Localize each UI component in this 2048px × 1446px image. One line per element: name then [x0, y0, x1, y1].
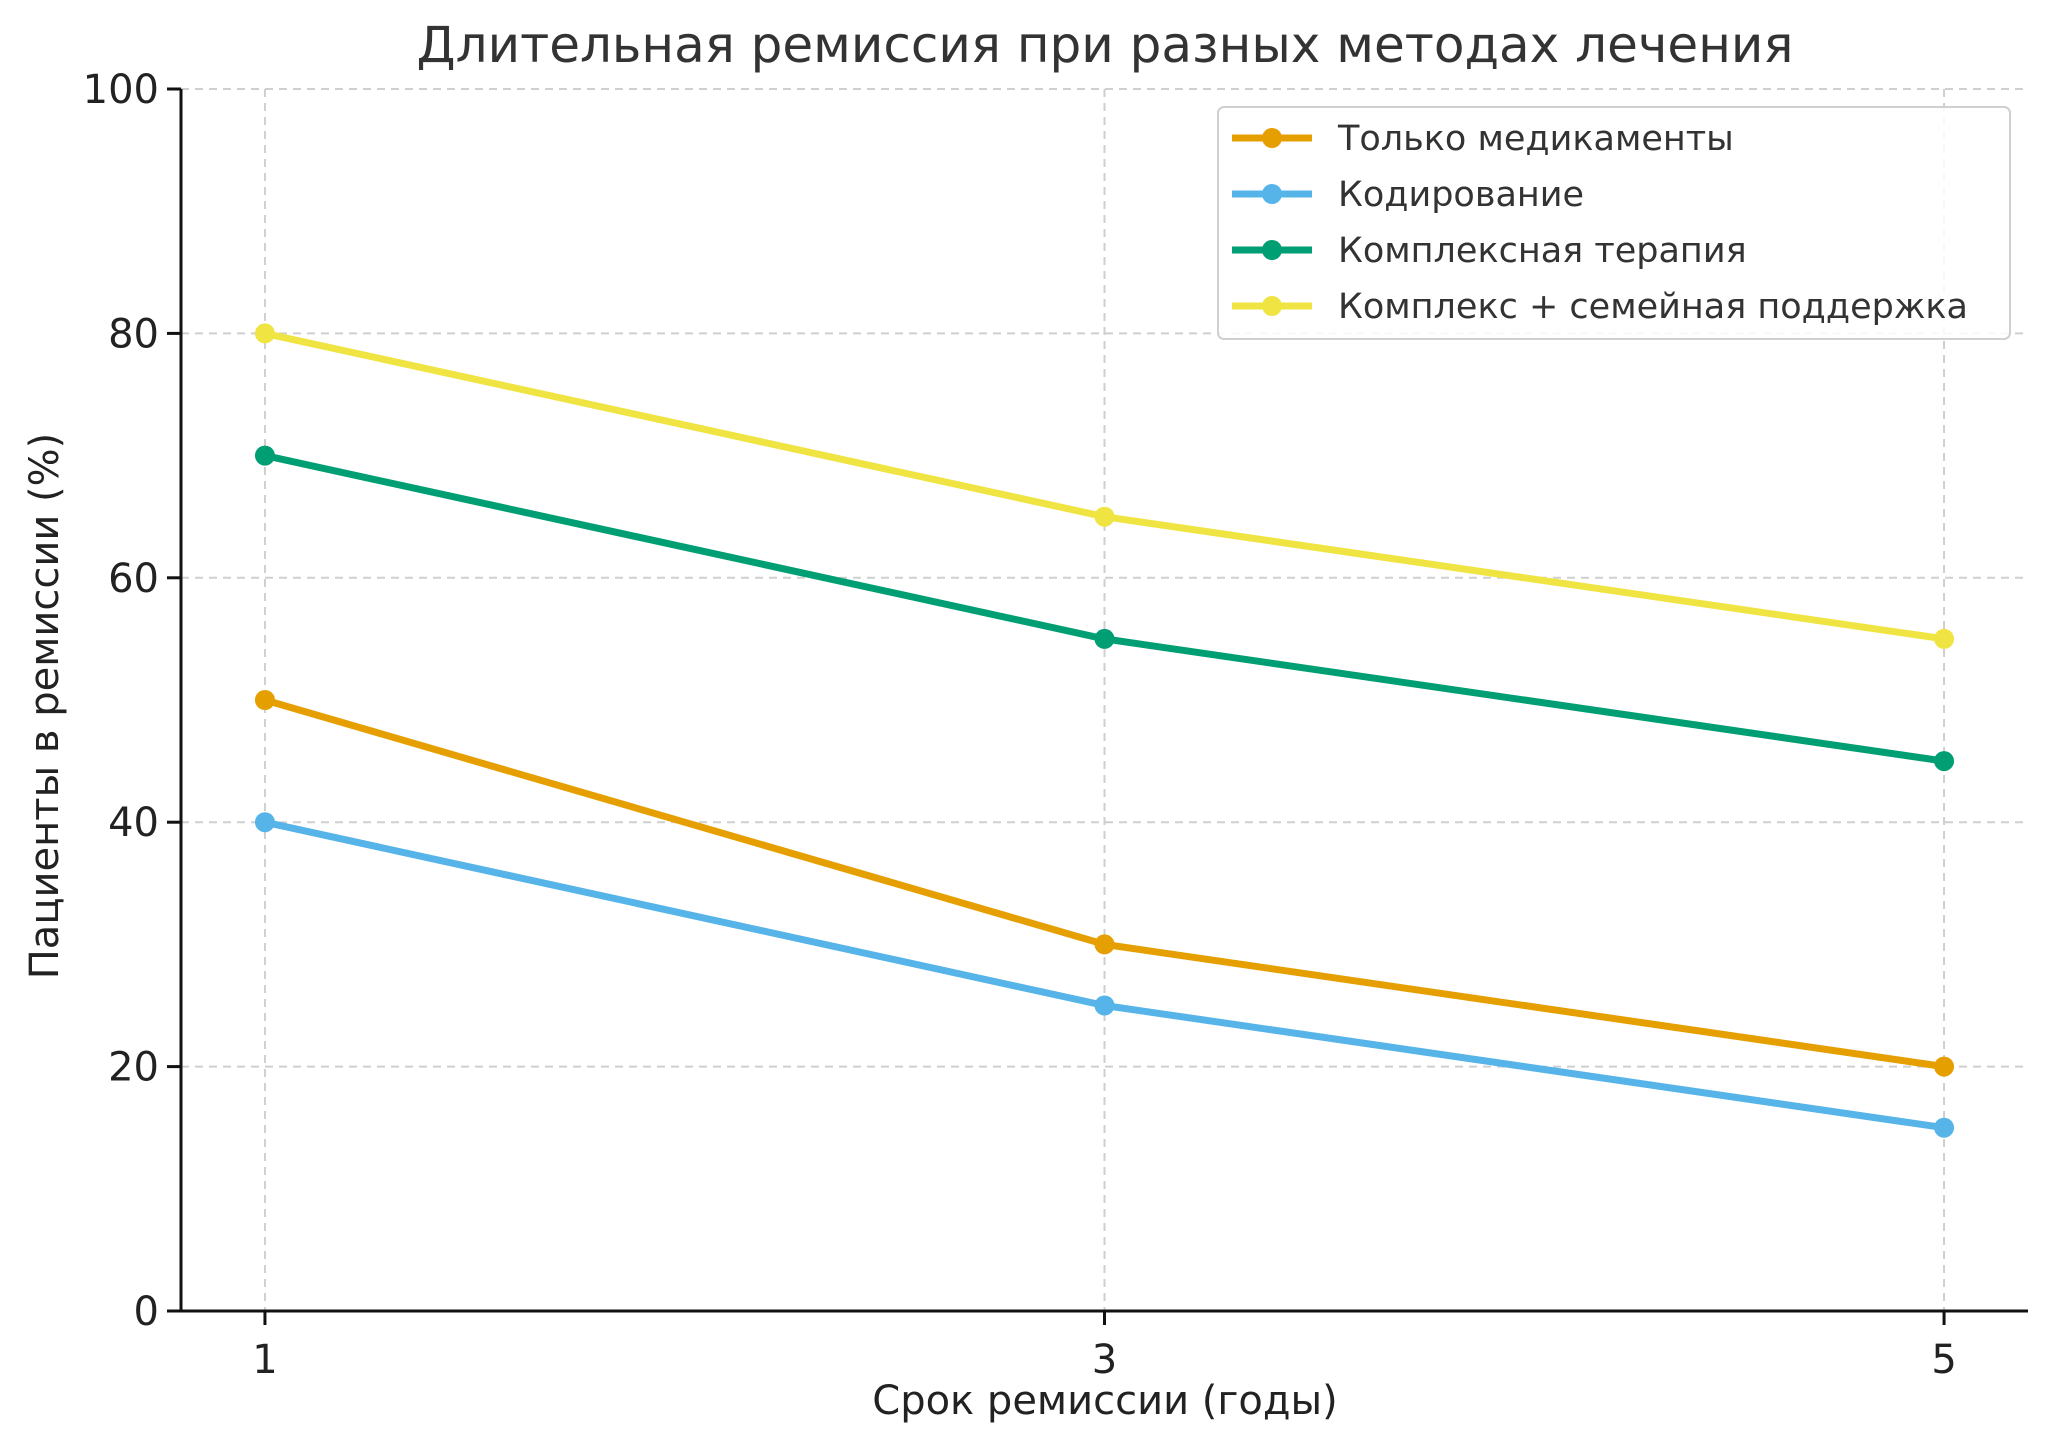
legend-label: Кодирование	[1338, 175, 1584, 215]
data-point	[1094, 628, 1115, 649]
legend-box	[1217, 106, 2011, 340]
data-point	[1094, 934, 1115, 955]
ticks: 0 20 40 60 80 100 1 3 5	[83, 67, 1957, 1383]
series-0	[254, 690, 1955, 1077]
legend-item: Кодирование	[1232, 175, 1584, 215]
y-tick-label: 60	[108, 556, 159, 602]
data-point	[254, 323, 275, 344]
series-2	[254, 445, 1955, 772]
data-point	[1934, 1117, 1955, 1138]
y-tick-label: 20	[108, 1045, 159, 1091]
data-point	[254, 445, 275, 466]
y-tick-label: 40	[108, 800, 159, 846]
y-axis-label: Пациенты в ремиссии (%)	[22, 433, 68, 980]
chart-title: Длительная ремиссия при разных методах л…	[417, 16, 1794, 74]
data-point	[1934, 628, 1955, 649]
legend-label: Комплекс + семейная поддержка	[1338, 287, 1968, 327]
legend-item: Комплексная терапия	[1232, 231, 1747, 271]
legend-item: Только медикаменты	[1232, 119, 1734, 159]
legend: Только медикаменты Кодирование Комплексная…	[1217, 106, 2011, 340]
x-tick-label: 1	[252, 1337, 277, 1383]
y-tick-label: 100	[83, 67, 159, 113]
data-point	[1094, 506, 1115, 527]
legend-swatch-marker	[1262, 128, 1282, 148]
y-tick-label: 80	[108, 311, 159, 357]
x-tick-label: 3	[1092, 1337, 1117, 1383]
data-point	[1094, 995, 1115, 1016]
legend-label: Только медикаменты	[1337, 119, 1734, 159]
legend-swatch-marker	[1262, 184, 1282, 204]
x-tick-label: 5	[1931, 1337, 1956, 1383]
series-3	[254, 323, 1955, 649]
x-axis-label: Срок ремиссии (годы)	[872, 1378, 1337, 1424]
data-point	[254, 812, 275, 833]
legend-item: Комплекс + семейная поддержка	[1232, 287, 1968, 327]
data-point	[1934, 751, 1955, 772]
legend-swatch-marker	[1262, 296, 1282, 316]
data-point	[254, 690, 275, 710]
series-1	[254, 812, 1955, 1138]
data-point	[1934, 1056, 1955, 1077]
legend-label: Комплексная терапия	[1338, 231, 1747, 271]
legend-swatch-marker	[1262, 240, 1282, 260]
y-tick-label: 0	[134, 1289, 159, 1335]
series	[254, 323, 1955, 1138]
